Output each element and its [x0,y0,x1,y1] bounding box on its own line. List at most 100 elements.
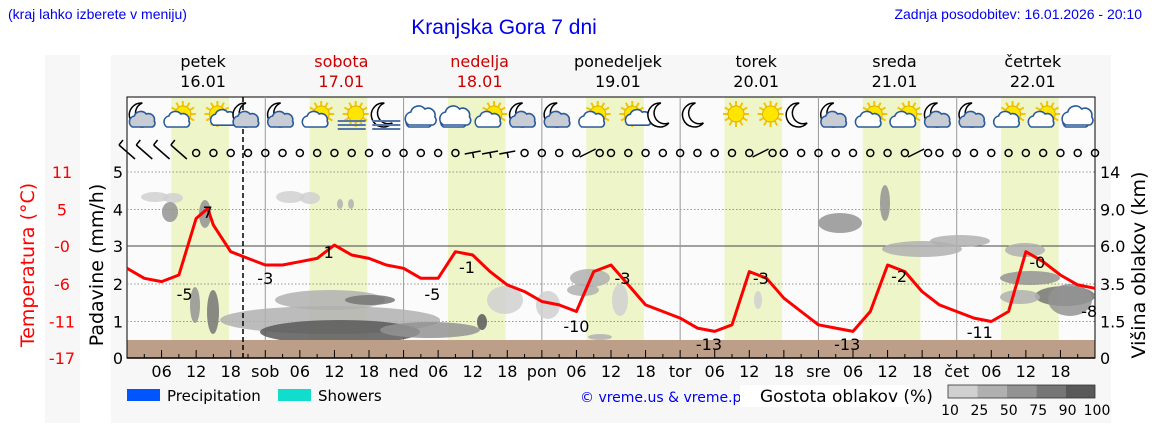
day-name: nedelja [450,52,509,71]
cloud-icon [404,105,437,128]
hour-label: 18 [635,362,655,381]
cloud-density-layer [141,185,1095,344]
day-header: sobota 17.01 [271,52,411,92]
wind-barb-icon [481,150,499,155]
sun-cloud-icon [163,101,196,128]
last-update: Zadnja posodobitev: 16.01.2026 - 20:10 [894,6,1142,22]
day-abbr-label: pon [527,362,557,381]
calm-wind-icon [779,148,789,158]
copyright-link[interactable]: © vreme.us & vreme.pro [580,390,755,406]
hour-label: 18 [774,362,794,381]
hour-label: 12 [877,362,897,381]
temperature-value-label: 7 [203,203,213,222]
wind-barb-icon [579,148,597,158]
moon-cloud-icon [958,102,986,128]
calm-wind-icon [831,148,840,158]
cloud-height-tick-label: 9.0 [1100,201,1125,220]
calm-wind-icon [745,148,754,158]
calm-wind-icon [796,148,806,158]
calm-wind-icon [1004,148,1013,158]
region-hint[interactable]: (kraj lahko izberete v meniju) [8,6,187,22]
day-date: 20.01 [733,72,780,91]
moon-fog-icon [370,102,401,130]
day-date: 19.01 [595,72,641,91]
wind-barb-icon [464,150,481,155]
sun-cloud-icon [889,101,922,128]
precip-tick-label: 5 [113,163,123,182]
temp-tick-label: -0 [54,237,70,256]
showers-legend-label: Showers [318,387,382,405]
temperature-line [126,207,1096,333]
calm-wind-icon [364,148,374,158]
hour-label: 06 [843,362,863,381]
day-header: nedelja 18.01 [410,52,550,92]
wind-barb-icon [499,150,516,155]
calm-wind-icon [209,148,218,158]
calm-wind-icon [693,148,702,158]
daylight-band [724,97,783,340]
cloud-icon [1061,105,1094,128]
calm-wind-icon [1021,148,1031,158]
calm-wind-icon [330,148,339,158]
temp-tick-label: -11 [49,313,75,332]
cloud-density-swatch [1065,385,1095,398]
calm-wind-icon [278,148,287,158]
sun-icon [723,101,749,127]
calm-wind-icon [624,148,633,158]
calm-wind-icon [554,148,564,158]
hour-label: 06 [428,362,448,381]
hour-label: 06 [566,362,586,381]
cloud-density-tick: 90 [1059,403,1077,419]
temperature-value-label: -13 [696,335,722,354]
calm-wind-icon [710,148,719,158]
temperature-value-label: -5 [424,285,440,304]
cloud-density-tick: 75 [1029,403,1047,419]
precip-tick-label: 2 [113,275,123,294]
temperature-value-label: -1 [459,258,475,277]
temp-tick-label: 11 [52,163,72,182]
calm-wind-icon [727,148,737,158]
daylight-band [862,97,921,340]
cloud-density-swatch [948,385,978,398]
calm-wind-icon [935,148,944,158]
sun-cloud-icon [474,101,507,128]
cloud-density-tick: 50 [1000,403,1018,419]
calm-wind-icon [814,148,823,158]
hour-label: 06 [981,362,1001,381]
calm-wind-icon [606,148,616,158]
precipitation-legend-label: Precipitation [167,387,261,405]
moon-icon [681,102,704,128]
calm-wind-icon [969,148,979,158]
day-date: 22.01 [1009,72,1056,91]
calm-wind-icon [866,148,875,158]
hour-label: 12 [463,362,483,381]
temp-tick-label: 5 [57,201,67,220]
hour-label: 06 [151,362,171,381]
sun-cloud-icon [1027,101,1061,128]
calm-wind-icon [433,148,443,158]
sun-small-cloud-icon [619,101,652,127]
temperature-value-label: -0 [1029,253,1045,272]
cloud-height-tick-label: 1.5 [1100,313,1125,332]
day-date: 17.01 [318,72,365,91]
cloud-height-tick-label: 14 [1100,163,1120,182]
temperature-value-label: -3 [753,269,769,288]
cloud-density-tick: 100 [1084,403,1111,419]
cloud-height-tick-label: 6.0 [1100,237,1125,256]
cloud-height-axis-title: Višina oblakov (km) [1128,172,1150,359]
temp-axis-panel [45,55,80,423]
moon-cloud-icon [508,102,537,128]
hour-label: 12 [739,362,759,381]
calm-wind-icon [987,148,996,158]
precip-tick-label: 1 [113,313,123,332]
temperature-value-label: -3 [257,269,273,288]
temperature-value-label: -2 [891,267,907,286]
day-name: sreda [872,52,917,71]
moon-cloud-icon [232,102,260,128]
wind-barb-icon [118,144,136,160]
day-header: sreda 21.01 [824,52,964,92]
temperature-value-label: -5 [177,285,193,304]
moon-icon [785,102,808,128]
day-header: torek 20.01 [686,52,826,92]
